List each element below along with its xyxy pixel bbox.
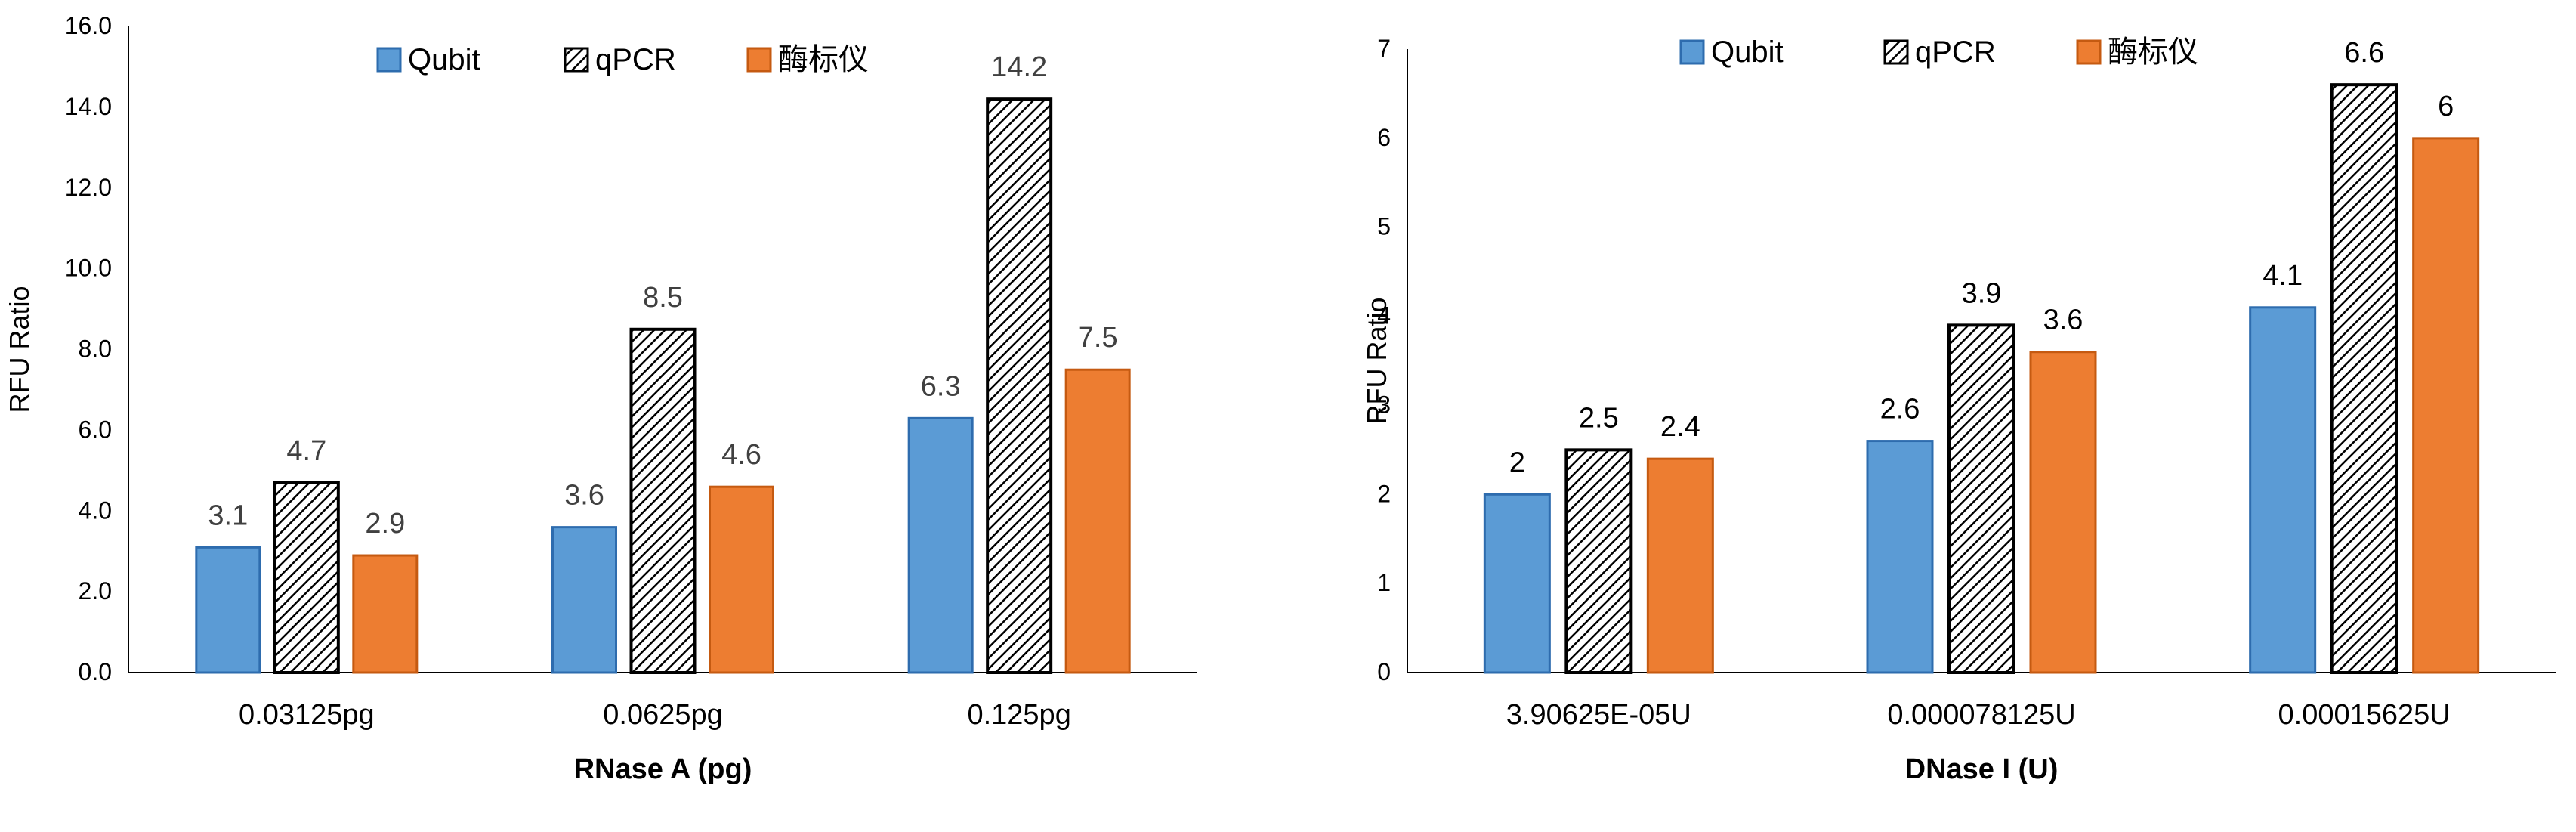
bar-Qubit (195, 546, 261, 674)
rnase-chart-svg: 0.0 2.0 4.0 6.0 8.0 10.0 12.0 14.0 16.0 RFU Ratio… (4, 12, 1197, 785)
x-axis-title: DNase I (U) (1905, 753, 2059, 785)
y-tick-label: 1 (1377, 569, 1391, 596)
bar-qPCR (986, 97, 1053, 674)
bar-酶标仪 (2029, 351, 2097, 674)
legend-label: Qubit (408, 43, 480, 76)
legend-label: Qubit (1711, 36, 1784, 69)
bar-酶标仪 (352, 554, 419, 674)
data-label: 6.6 (2344, 37, 2384, 69)
y-tick-label: 7 (1377, 35, 1391, 62)
x-tick-label: 0.000078125U (1887, 699, 2075, 731)
bar-Qubit (551, 526, 617, 674)
data-label: 2.9 (365, 508, 405, 540)
x-tick-label: 0.0625pg (603, 699, 723, 731)
bar-qPCR (629, 327, 697, 674)
y-tick-label: 10.0 (65, 255, 112, 282)
y-tick-label: 2.0 (79, 577, 112, 605)
y-tick-label: 0 (1377, 658, 1391, 685)
legend-swatch (746, 47, 772, 73)
legend-swatch (376, 47, 402, 73)
x-tick-label: 0.03125pg (239, 699, 375, 731)
y-axis-title: RFU Ratio (1361, 297, 1392, 424)
data-label: 3.9 (1962, 277, 2002, 309)
y-tick-label: 5 (1377, 213, 1391, 240)
y-tick-label: 0.0 (79, 658, 112, 685)
legend-label: qPCR (595, 43, 676, 76)
dnase-chart-svg: 0 1 2 3 4 5 6 7 RFU Ratio 2 2.5 2.4 3.90625E-05U 2.6 3… (1361, 35, 2556, 785)
rnase-chart: 0.0 2.0 4.0 6.0 8.0 10.0 12.0 14.0 16.0 RFU Ratio… (0, 0, 1288, 828)
y-tick-label: 4 (1377, 302, 1391, 329)
bar-Qubit (2249, 306, 2317, 674)
legend-swatch (2076, 39, 2102, 65)
data-label: 7.5 (1078, 322, 1118, 354)
legend-swatch (564, 47, 589, 73)
y-tick-label: 3 (1377, 391, 1391, 418)
bar-Qubit (1483, 493, 1551, 674)
y-tick-label: 12.0 (65, 174, 112, 201)
x-tick-label: 0.00015625U (2278, 699, 2451, 731)
bar-酶标仪 (1064, 368, 1131, 674)
legend-swatch (1883, 39, 1909, 65)
data-label: 2 (1509, 447, 1525, 478)
data-label: 3.1 (208, 500, 248, 531)
y-tick-label: 16.0 (65, 12, 112, 39)
x-axis-title: RNase A (pg) (574, 753, 752, 785)
y-tick-label: 4.0 (79, 496, 112, 524)
bar-酶标仪 (2412, 137, 2480, 674)
data-label: 4.7 (286, 435, 326, 467)
data-label: 2.4 (1660, 411, 1700, 443)
bar-Qubit (907, 416, 974, 674)
y-axis-title: RFU Ratio (4, 286, 35, 413)
data-label: 6.3 (921, 370, 961, 402)
x-tick-label: 3.90625E-05U (1506, 699, 1691, 731)
y-tick-label: 14.0 (65, 93, 112, 120)
bar-qPCR (2330, 83, 2398, 674)
data-label: 3.6 (564, 480, 604, 512)
data-label: 14.2 (991, 51, 1047, 83)
legend-label: 酶标仪 (778, 43, 869, 76)
data-label: 8.5 (643, 282, 683, 314)
legend-label: 酶标仪 (2108, 36, 2198, 69)
bar-qPCR (1947, 323, 2015, 674)
y-tick-label: 2 (1377, 480, 1391, 507)
data-label: 3.6 (2043, 305, 2083, 336)
legend-label: qPCR (1915, 36, 1996, 69)
bar-Qubit (1866, 440, 1934, 674)
bar-qPCR (1564, 448, 1633, 674)
bar-酶标仪 (1646, 457, 1714, 674)
data-label: 2.5 (1579, 402, 1619, 434)
x-tick-label: 0.125pg (967, 699, 1070, 731)
y-tick-label: 6.0 (79, 416, 112, 443)
legend-swatch (1679, 39, 1705, 65)
data-label: 6 (2438, 91, 2454, 122)
bar-酶标仪 (709, 485, 774, 674)
dnase-chart: 0 1 2 3 4 5 6 7 RFU Ratio 2 2.5 2.4 3.90625E-05U 2.6 3… (1288, 0, 2576, 828)
data-label: 2.6 (1880, 394, 1920, 425)
data-label: 4.6 (721, 439, 761, 471)
data-label: 4.1 (2262, 260, 2303, 292)
y-tick-label: 6 (1377, 124, 1391, 151)
bar-qPCR (273, 481, 340, 674)
y-tick-label: 8.0 (79, 336, 112, 363)
